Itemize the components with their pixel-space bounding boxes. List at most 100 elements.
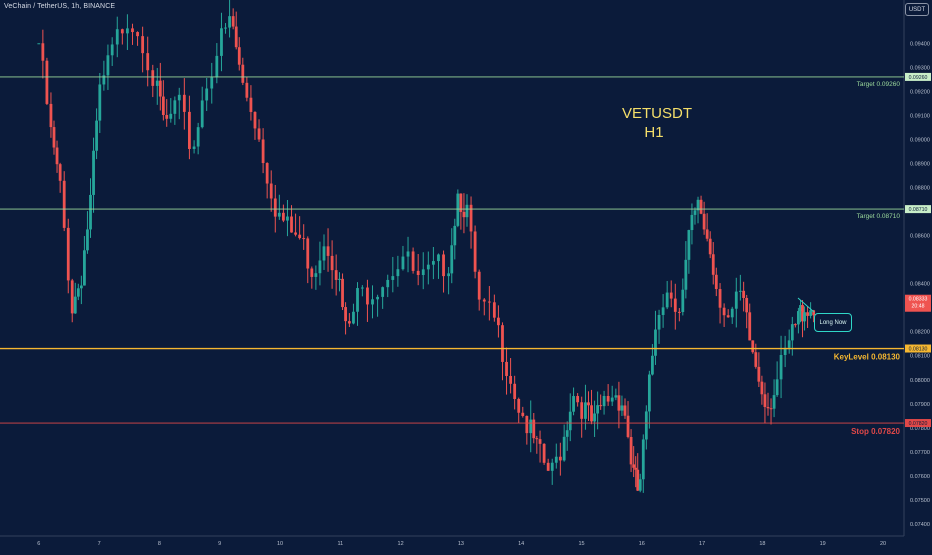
candle-body[interactable]: [314, 273, 318, 277]
candle-body[interactable]: [115, 29, 119, 45]
candle-body[interactable]: [360, 287, 364, 289]
candle-body[interactable]: [812, 310, 816, 316]
candle-body[interactable]: [200, 100, 204, 128]
candle-body[interactable]: [734, 291, 738, 309]
long-now-callout[interactable]: Long Now: [814, 313, 852, 332]
candle-body[interactable]: [748, 312, 752, 341]
candle-body[interactable]: [277, 212, 281, 217]
candle-body[interactable]: [763, 394, 767, 407]
candle-body[interactable]: [538, 439, 542, 444]
candle-body[interactable]: [669, 292, 673, 299]
candle-body[interactable]: [532, 419, 536, 439]
candle-body[interactable]: [318, 260, 322, 274]
candle-body[interactable]: [76, 288, 80, 297]
candle-body[interactable]: [696, 199, 700, 211]
candle-body[interactable]: [396, 269, 400, 277]
currency-unit-badge[interactable]: USDT: [905, 3, 929, 16]
candle-body[interactable]: [492, 302, 496, 318]
candle-body[interactable]: [462, 211, 466, 218]
candle-body[interactable]: [49, 103, 53, 128]
candle-body[interactable]: [590, 405, 593, 422]
candle-body[interactable]: [626, 415, 630, 437]
candle-body[interactable]: [306, 238, 310, 269]
candle-body[interactable]: [623, 405, 627, 416]
candle-body[interactable]: [593, 413, 596, 422]
candle-body[interactable]: [261, 139, 265, 164]
candle-body[interactable]: [450, 245, 454, 274]
candle-body[interactable]: [629, 436, 633, 465]
candle-body[interactable]: [542, 443, 546, 463]
candle-body[interactable]: [661, 307, 665, 315]
candle-body[interactable]: [568, 411, 572, 431]
candle-body[interactable]: [366, 287, 369, 305]
candle-body[interactable]: [83, 250, 86, 286]
candle-body[interactable]: [95, 120, 98, 151]
candle-body[interactable]: [447, 273, 451, 277]
candle-body[interactable]: [803, 312, 806, 322]
candle-body[interactable]: [106, 55, 110, 76]
candle-body[interactable]: [787, 340, 791, 348]
candle-body[interactable]: [606, 395, 610, 402]
candle-body[interactable]: [602, 395, 606, 407]
candle-body[interactable]: [356, 288, 359, 312]
candle-body[interactable]: [465, 204, 469, 218]
candle-body[interactable]: [136, 32, 139, 37]
candle-body[interactable]: [391, 276, 395, 280]
candle-body[interactable]: [102, 75, 106, 85]
candle-body[interactable]: [783, 347, 787, 355]
candle-body[interactable]: [330, 255, 334, 271]
candle-body[interactable]: [155, 80, 159, 86]
candle-body[interactable]: [120, 29, 124, 34]
candle-body[interactable]: [584, 402, 587, 419]
candle-body[interactable]: [182, 94, 186, 112]
candle-body[interactable]: [644, 411, 648, 440]
candle-body[interactable]: [237, 47, 241, 65]
candle-body[interactable]: [310, 268, 314, 277]
candle-body[interactable]: [41, 43, 45, 61]
candle-body[interactable]: [55, 147, 59, 165]
candle-body[interactable]: [205, 88, 209, 101]
candle-body[interactable]: [690, 214, 694, 231]
candle-body[interactable]: [757, 366, 761, 382]
candle-body[interactable]: [714, 274, 718, 290]
candle-body[interactable]: [469, 204, 473, 232]
candle-body[interactable]: [614, 395, 618, 398]
candle-body[interactable]: [158, 80, 162, 97]
candle-body[interactable]: [52, 127, 56, 148]
candle-body[interactable]: [231, 16, 235, 27]
candle-body[interactable]: [146, 53, 150, 71]
candle-body[interactable]: [294, 232, 297, 235]
candle-body[interactable]: [722, 307, 726, 316]
candle-body[interactable]: [169, 113, 173, 119]
candle-body[interactable]: [684, 259, 688, 290]
candle-body[interactable]: [459, 193, 463, 212]
candle-body[interactable]: [687, 230, 691, 260]
candle-body[interactable]: [37, 43, 41, 45]
candle-body[interactable]: [265, 163, 269, 184]
candle-body[interactable]: [92, 150, 95, 195]
candle-body[interactable]: [416, 270, 420, 275]
candle-body[interactable]: [501, 325, 504, 362]
candle-body[interactable]: [693, 210, 697, 215]
candle-body[interactable]: [165, 115, 169, 119]
candle-body[interactable]: [442, 254, 445, 277]
candle-body[interactable]: [73, 296, 77, 314]
candle-body[interactable]: [806, 312, 809, 316]
candle-body[interactable]: [473, 231, 477, 272]
candle-body[interactable]: [482, 299, 486, 302]
candle-body[interactable]: [371, 299, 374, 305]
candle-body[interactable]: [298, 234, 302, 239]
candle-body[interactable]: [505, 361, 508, 376]
candle-body[interactable]: [754, 352, 758, 367]
candle-body[interactable]: [431, 261, 435, 265]
candle-body[interactable]: [89, 194, 92, 230]
candle-body[interactable]: [224, 27, 227, 29]
candle-body[interactable]: [546, 462, 550, 471]
candle-body[interactable]: [745, 297, 749, 313]
candle-body[interactable]: [572, 396, 575, 412]
candle-body[interactable]: [257, 128, 261, 140]
candle-body[interactable]: [535, 438, 539, 440]
candle-body[interactable]: [215, 55, 219, 78]
candle-body[interactable]: [638, 479, 642, 491]
